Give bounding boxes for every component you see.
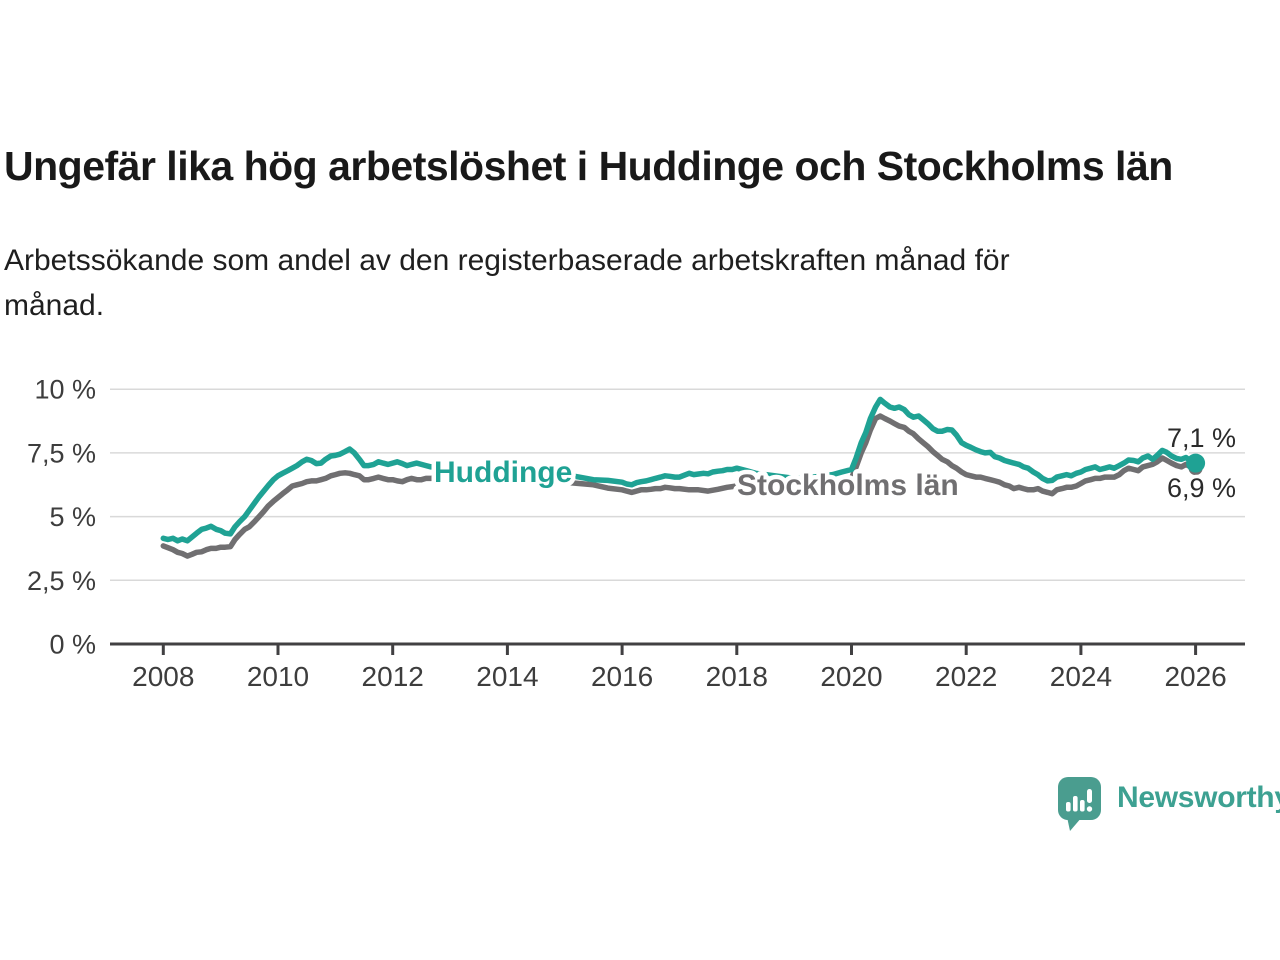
y-axis-tick-label: 7,5 %	[27, 438, 96, 468]
series-label-stockholms-lan: Stockholms län	[737, 469, 959, 502]
x-axis-tick-label: 2008	[132, 661, 194, 692]
series-line-huddinge	[160, 396, 1199, 544]
y-axis-tick-label: 0 %	[49, 630, 96, 660]
y-axis-tick-label: 2,5 %	[27, 566, 96, 596]
chart-title: Ungefär lika hög arbetslöshet i Huddinge…	[4, 143, 1173, 189]
brand-name: Newsworthy	[1117, 781, 1280, 814]
x-axis-tick-label: 2018	[706, 661, 768, 692]
x-axis-tick-label: 2012	[362, 661, 424, 692]
x-axis-tick-label: 2010	[247, 661, 309, 692]
subtitle-line-1: Arbetssökande som andel av den registerb…	[4, 244, 1010, 277]
subtitle-line-2: månad.	[4, 289, 105, 322]
x-axis-tick-label: 2020	[820, 661, 882, 692]
chart-subtitle: Arbetssökande som andel av den registerb…	[4, 238, 1204, 328]
x-axis-tick-label: 2016	[591, 661, 653, 692]
y-axis-tick-label: 10 %	[34, 375, 96, 405]
series-label-huddinge: Huddinge	[434, 456, 572, 489]
line-chart: 0 % 2,5 % 5 % 7,5 % 10 % 2008 2010 2012 2014 2016…	[0, 355, 1280, 700]
series-end-dot	[1186, 453, 1206, 473]
x-axis-tick-label: 2022	[935, 661, 997, 692]
x-axis-tick-label: 2024	[1050, 661, 1112, 692]
line-chart-canvas: 0 % 2,5 % 5 % 7,5 % 10 % 2008 2010 2012 2014 2016…	[27, 375, 1245, 692]
end-value-label: 6,9 %	[1167, 473, 1236, 503]
newsworthy-logo-icon	[1058, 777, 1101, 831]
end-value-label: 7,1 %	[1167, 423, 1236, 453]
x-axis-tick-label: 2014	[476, 661, 538, 692]
y-axis-tick-label: 5 %	[49, 502, 96, 532]
newsworthy-brand-link[interactable]: Newsworthy	[1057, 776, 1280, 832]
x-axis-tick-label: 2026	[1164, 661, 1226, 692]
series-line-stockholms-lan	[160, 413, 1199, 559]
